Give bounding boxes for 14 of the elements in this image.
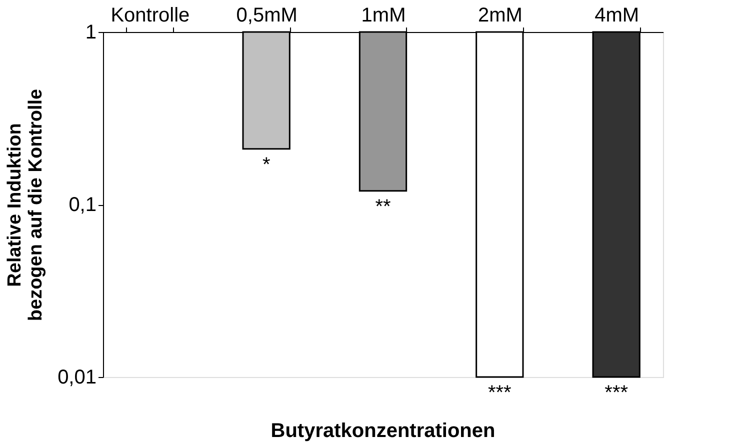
- x-tick-label: 2mM: [478, 4, 522, 26]
- y-tick-label: 0,01: [58, 366, 96, 388]
- x-tick-label: 0,5mM: [236, 4, 298, 26]
- y-tick-label: 0,1: [68, 194, 96, 216]
- x-tick-label: Kontrolle: [110, 4, 190, 26]
- x-tick-label: 4mM: [594, 4, 640, 26]
- x-tick-label: 1mM: [361, 4, 406, 26]
- y-tick-label: 1: [85, 22, 96, 44]
- annotation: *: [262, 154, 270, 176]
- annotation: **: [375, 196, 391, 218]
- annotation: ***: [488, 382, 512, 404]
- x-axis-title: Butyratkonzentrationen: [270, 420, 496, 442]
- annotation: ***: [604, 382, 628, 404]
- y-axis-title: Relative Induktion bezogen auf die Kontrolle: [4, 88, 47, 322]
